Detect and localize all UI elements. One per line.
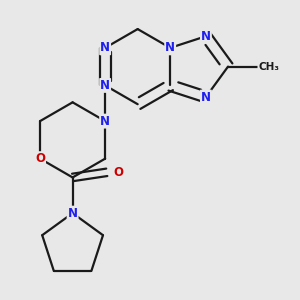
Text: N: N	[100, 115, 110, 128]
Text: N: N	[201, 30, 211, 43]
Text: CH₃: CH₃	[258, 61, 279, 72]
Text: N: N	[100, 41, 110, 54]
Text: O: O	[35, 152, 45, 165]
Text: N: N	[201, 91, 211, 103]
Text: O: O	[114, 166, 124, 179]
Text: N: N	[100, 79, 110, 92]
Text: N: N	[165, 41, 175, 54]
Text: N: N	[68, 207, 78, 220]
